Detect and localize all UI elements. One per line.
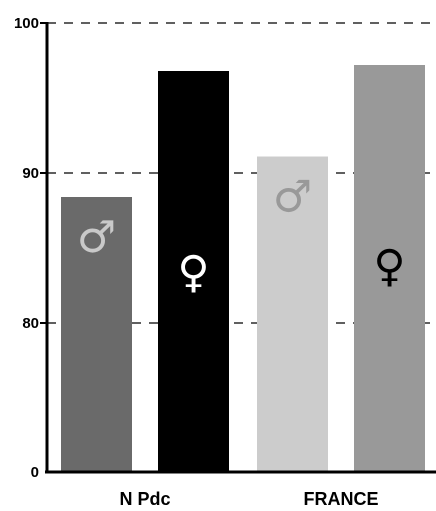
- y-tick-labels: 100 90 80 0: [14, 15, 39, 481]
- y-tick-label-0: 0: [31, 464, 39, 481]
- x-tick-label-n-pdc: N Pdc: [119, 489, 170, 509]
- y-tick-label-80: 80: [22, 315, 39, 332]
- bar-france-male: [257, 156, 328, 472]
- bar-n-pdc-female: [158, 71, 229, 472]
- bar-france-female: [354, 65, 425, 472]
- y-tick-label-90: 90: [22, 165, 39, 182]
- female-symbol-icon: ♀: [177, 247, 209, 298]
- x-tick-label-france: FRANCE: [304, 489, 379, 509]
- male-symbol-icon: ♂: [77, 212, 116, 263]
- bar-n-pdc-male: [61, 197, 132, 472]
- bars: [61, 65, 425, 472]
- x-tick-labels: N Pdc FRANCE: [119, 489, 378, 509]
- male-symbol-icon: ♂: [273, 172, 312, 223]
- y-tick-label-100: 100: [14, 15, 39, 32]
- female-symbol-icon: ♀: [373, 241, 405, 292]
- gender-symbols: ♂ ♀ ♂ ♀: [77, 172, 406, 299]
